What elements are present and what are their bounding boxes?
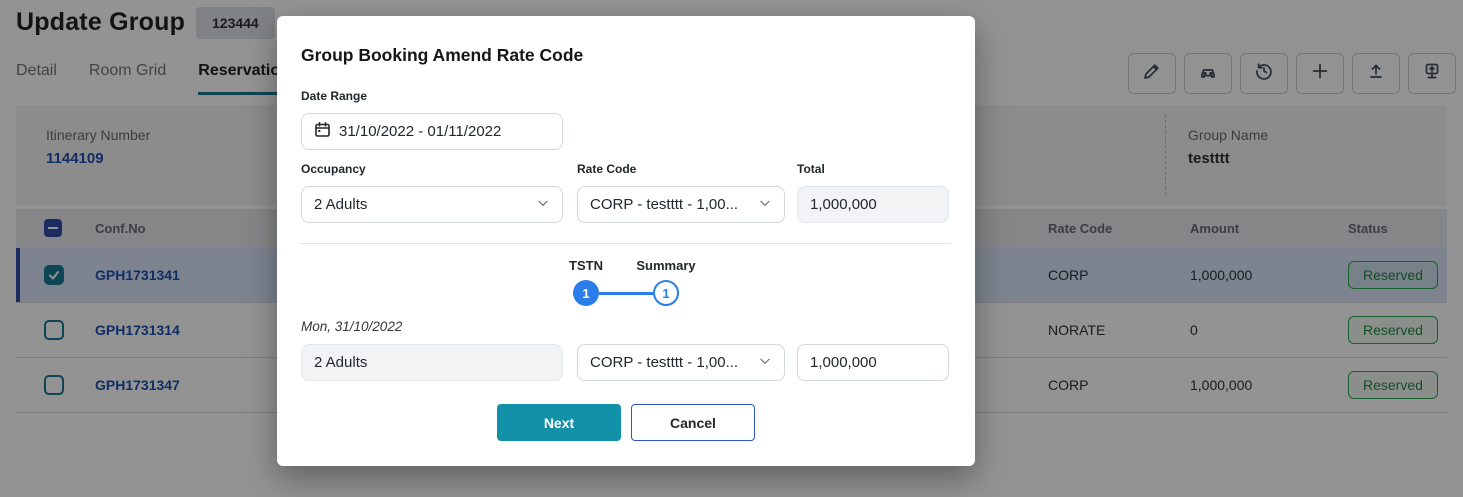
group-name-label: Group Name: [1188, 127, 1269, 143]
chevron-down-icon: [758, 354, 772, 372]
tab-reservations[interactable]: Reservations: [198, 62, 299, 95]
group-name-value: testttt: [1188, 150, 1230, 167]
modal-buttons: Next Cancel: [277, 404, 975, 441]
tab-detail[interactable]: Detail: [16, 62, 57, 79]
day-amount-value[interactable]: [810, 354, 936, 371]
modal-title: Group Booking Amend Rate Code: [301, 45, 584, 65]
total-value: 1,000,000: [810, 196, 877, 213]
edit-button[interactable]: [1128, 53, 1176, 94]
tab-bar: Detail Room Grid Reservations: [16, 62, 299, 95]
step-circle-upcoming[interactable]: 1: [653, 280, 679, 306]
rate-code-cell: NORATE: [1048, 322, 1106, 338]
modal-divider: [301, 243, 951, 244]
day-rate-code-value: CORP - testttt - 1,00...: [590, 354, 739, 371]
next-button[interactable]: Next: [497, 404, 621, 441]
status-badge: Reserved: [1348, 316, 1438, 344]
rate-code-select[interactable]: CORP - testttt - 1,00...: [577, 186, 785, 223]
row-checkbox[interactable]: [44, 265, 64, 285]
select-all-checkbox[interactable]: [44, 219, 62, 237]
unchecked-checkbox-icon: [44, 375, 64, 395]
rate-code-value: CORP - testttt - 1,00...: [590, 196, 739, 213]
day-amount-input[interactable]: [797, 344, 949, 381]
step-label: TSTN: [569, 258, 603, 273]
upload-button[interactable]: [1352, 53, 1400, 94]
vehicle-button[interactable]: [1184, 53, 1232, 94]
row-checkbox[interactable]: [44, 375, 64, 395]
col-header-status: Status: [1348, 221, 1388, 236]
unchecked-checkbox-icon: [44, 320, 64, 340]
occupancy-value: 2 Adults: [314, 196, 368, 213]
status-badge: Reserved: [1348, 261, 1438, 289]
edit-icon: [1142, 61, 1162, 86]
date-range-value[interactable]: [339, 123, 550, 140]
add-icon: [1310, 61, 1330, 86]
export-button[interactable]: [1408, 53, 1456, 94]
reservation-toolbar: [1128, 53, 1456, 94]
status-cell: Reserved: [1348, 371, 1438, 399]
day-occupancy-value: 2 Adults: [314, 354, 368, 371]
history-button[interactable]: [1240, 53, 1288, 94]
checked-checkbox-icon: [44, 265, 64, 285]
amount-cell: 1,000,000: [1190, 377, 1253, 393]
itinerary-number-value[interactable]: 1144109: [46, 150, 104, 167]
day-rate-code-select[interactable]: CORP - testttt - 1,00...: [577, 344, 785, 381]
stepper-step-summary[interactable]: Summary 1: [626, 258, 706, 306]
car-icon: [1198, 61, 1218, 86]
conf-no-link[interactable]: GPH1731314: [95, 322, 180, 338]
status-badge: Reserved: [1348, 371, 1438, 399]
upload-icon: [1366, 61, 1386, 86]
stepper: TSTN 1 Summary 1: [277, 258, 975, 306]
step-circle-active[interactable]: 1: [573, 280, 599, 306]
step-label: Summary: [636, 258, 696, 273]
amount-cell: 0: [1190, 322, 1198, 338]
rate-code-label: Rate Code: [577, 162, 637, 176]
stepper-step-tstn[interactable]: TSTN 1: [546, 258, 626, 306]
total-label: Total: [797, 162, 825, 176]
cancel-button[interactable]: Cancel: [631, 404, 755, 441]
chevron-down-icon: [758, 196, 772, 214]
page-title: Update Group: [16, 8, 186, 36]
status-cell: Reserved: [1348, 261, 1438, 289]
row-checkbox[interactable]: [44, 320, 64, 340]
amount-cell: 1,000,000: [1190, 267, 1253, 283]
total-input: 1,000,000: [797, 186, 949, 223]
date-range-input[interactable]: [301, 113, 563, 150]
calendar-icon: [314, 121, 331, 142]
day-occupancy-input: 2 Adults: [301, 344, 563, 381]
summary-divider: [1165, 115, 1166, 195]
group-name-block: Group Name testttt: [1188, 127, 1268, 167]
status-cell: Reserved: [1348, 316, 1438, 344]
itinerary-number-label: Itinerary Number: [46, 127, 151, 143]
conf-no-link[interactable]: GPH1731347: [95, 377, 180, 393]
rate-code-cell: CORP: [1048, 377, 1089, 393]
history-icon: [1254, 61, 1274, 86]
indeterminate-checkbox-icon: [44, 219, 62, 237]
day-date-label: Mon, 31/10/2022: [301, 319, 403, 334]
rate-code-cell: CORP: [1048, 267, 1089, 283]
group-code-badge: 123444: [196, 7, 275, 39]
col-header-rate-code: Rate Code: [1048, 221, 1113, 236]
col-header-conf-no: Conf.No: [95, 221, 146, 236]
col-header-amount: Amount: [1190, 221, 1240, 236]
stepper-connector: [599, 292, 653, 295]
occupancy-select[interactable]: 2 Adults: [301, 186, 563, 223]
occupancy-label: Occupancy: [301, 162, 366, 176]
tab-room-grid[interactable]: Room Grid: [88, 62, 167, 79]
chevron-down-icon: [536, 196, 550, 214]
conf-no-link[interactable]: GPH1731341: [95, 267, 180, 283]
amend-rate-code-modal: Group Booking Amend Rate Code Date Range…: [277, 16, 975, 466]
itinerary-number-block: Itinerary Number 1144109: [46, 127, 150, 167]
date-range-label: Date Range: [301, 89, 368, 103]
export-icon: [1422, 61, 1442, 86]
add-button[interactable]: [1296, 53, 1344, 94]
